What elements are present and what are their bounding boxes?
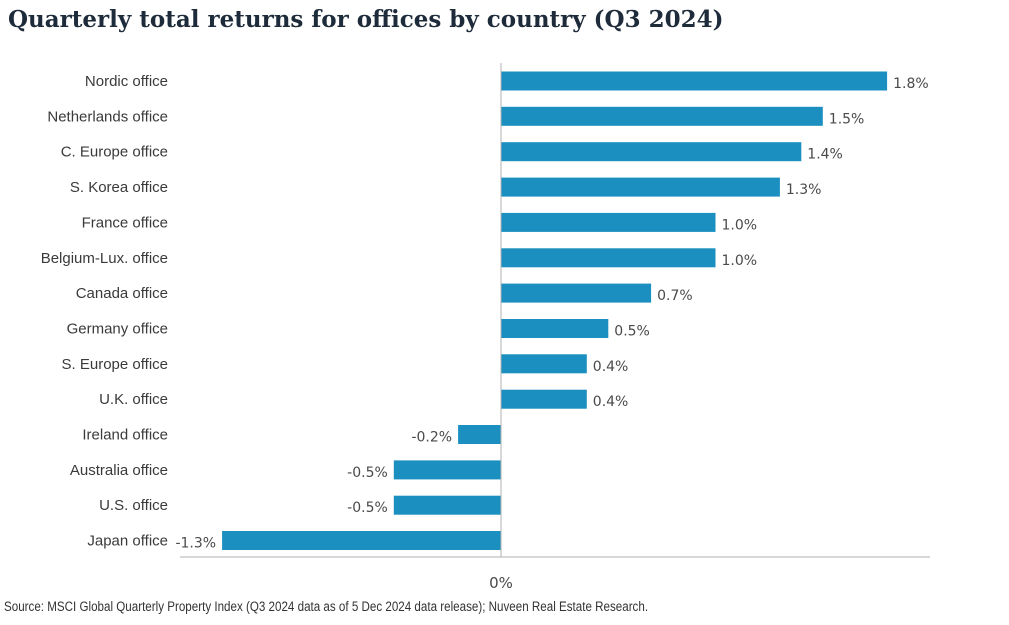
bar-s-korea-office [501, 177, 780, 197]
bar-ireland-office [458, 425, 501, 444]
data-label: 1.3% [786, 182, 822, 198]
category-label: S. Europe office [62, 356, 168, 373]
data-label: 1.8% [893, 76, 929, 92]
category-label: Nordic office [85, 73, 168, 90]
bar-s-europe-office [501, 354, 587, 374]
bar-australia-office [393, 460, 502, 480]
data-label: 1.5% [829, 111, 865, 127]
data-label: -1.3% [175, 536, 216, 552]
bar-u-k-office [501, 389, 587, 409]
category-label: C. Europe office [61, 144, 168, 161]
data-label: 1.0% [722, 217, 758, 233]
data-label: -0.5% [347, 500, 388, 516]
data-label: 0.4% [593, 359, 629, 375]
category-label: Japan office [87, 533, 168, 550]
bar-france-office [501, 212, 716, 232]
chart-title: Quarterly total returns for offices by c… [8, 6, 724, 33]
bar-netherlands-office [501, 106, 823, 126]
category-label: Germany office [67, 321, 168, 338]
source-note: Source: MSCI Global Quarterly Property I… [4, 599, 649, 614]
bar-u-s-office [393, 495, 502, 515]
bars-group [222, 71, 888, 550]
category-label: France office [82, 214, 168, 231]
category-label: Australia office [70, 462, 168, 479]
category-label: Belgium-Lux. office [41, 250, 168, 267]
data-label: 1.0% [722, 253, 758, 269]
value-labels-group: 1.8% 1.5% 1.4% 1.3% 1.0% 1.0% 0.7% 0.5% 0.4% 0.4%… [175, 76, 928, 552]
data-label: -0.2% [411, 430, 452, 446]
data-label: 0.5% [614, 324, 650, 340]
category-label: U.K. office [99, 391, 168, 408]
data-label: 0.4% [593, 394, 629, 410]
category-labels-group: Nordic office Netherlands office C. Europe… [41, 73, 168, 550]
category-label: Ireland office [82, 427, 168, 444]
bar-nordic-office [501, 71, 888, 91]
bar-germany-office [501, 319, 609, 338]
bar-belgium-lux-office [501, 248, 716, 268]
bar-japan-office [222, 531, 501, 550]
data-label: 1.4% [807, 147, 843, 163]
bar-canada-office [501, 283, 652, 303]
category-label: U.S. office [99, 497, 168, 514]
category-label: Canada office [76, 285, 168, 302]
x-tick-label: 0% [489, 574, 513, 592]
category-label: S. Korea office [70, 179, 168, 196]
data-label: 0.7% [657, 288, 693, 304]
category-label: Netherlands office [47, 108, 168, 125]
bar-c-europe-office [501, 142, 802, 162]
data-label: -0.5% [347, 465, 388, 481]
